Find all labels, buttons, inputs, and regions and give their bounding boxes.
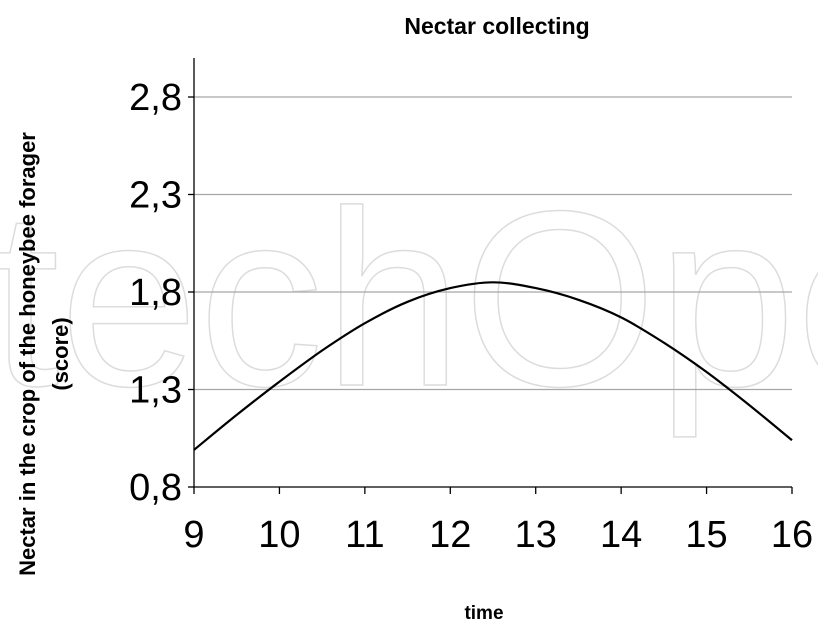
x-tick-label: 12 xyxy=(429,514,471,556)
grid-lines xyxy=(188,96,792,488)
y-tick-label: 1,3 xyxy=(129,370,182,412)
watermark-text: techOpen xyxy=(0,159,818,438)
y-tick-label: 2,3 xyxy=(129,175,182,217)
x-tick-label: 16 xyxy=(771,514,813,556)
x-tick-labels: 9 10 11 12 13 14 15 16 xyxy=(183,514,813,556)
axes xyxy=(193,58,793,494)
x-axis-label: time xyxy=(464,603,503,624)
x-tick-label: 10 xyxy=(258,514,300,556)
x-tick-label: 11 xyxy=(345,514,384,556)
y-tick-label: 2,8 xyxy=(129,77,182,119)
y-axis-label-line1: Nectar in the crop of the honeybee forag… xyxy=(15,132,40,576)
x-tick-label: 14 xyxy=(600,514,642,556)
x-tick-label: 9 xyxy=(183,514,204,556)
y-tick-labels: 0,8 1,3 1,8 2,3 2,8 xyxy=(129,77,182,509)
x-tick-label: 15 xyxy=(685,514,727,556)
y-axis-label-line2: (score) xyxy=(48,317,73,390)
y-tick-label: 1,8 xyxy=(129,272,182,314)
y-tick-label: 0,8 xyxy=(129,467,182,509)
chart-title: Nectar collecting xyxy=(404,13,589,39)
x-tick-label: 13 xyxy=(515,514,557,556)
series-line xyxy=(193,281,793,451)
